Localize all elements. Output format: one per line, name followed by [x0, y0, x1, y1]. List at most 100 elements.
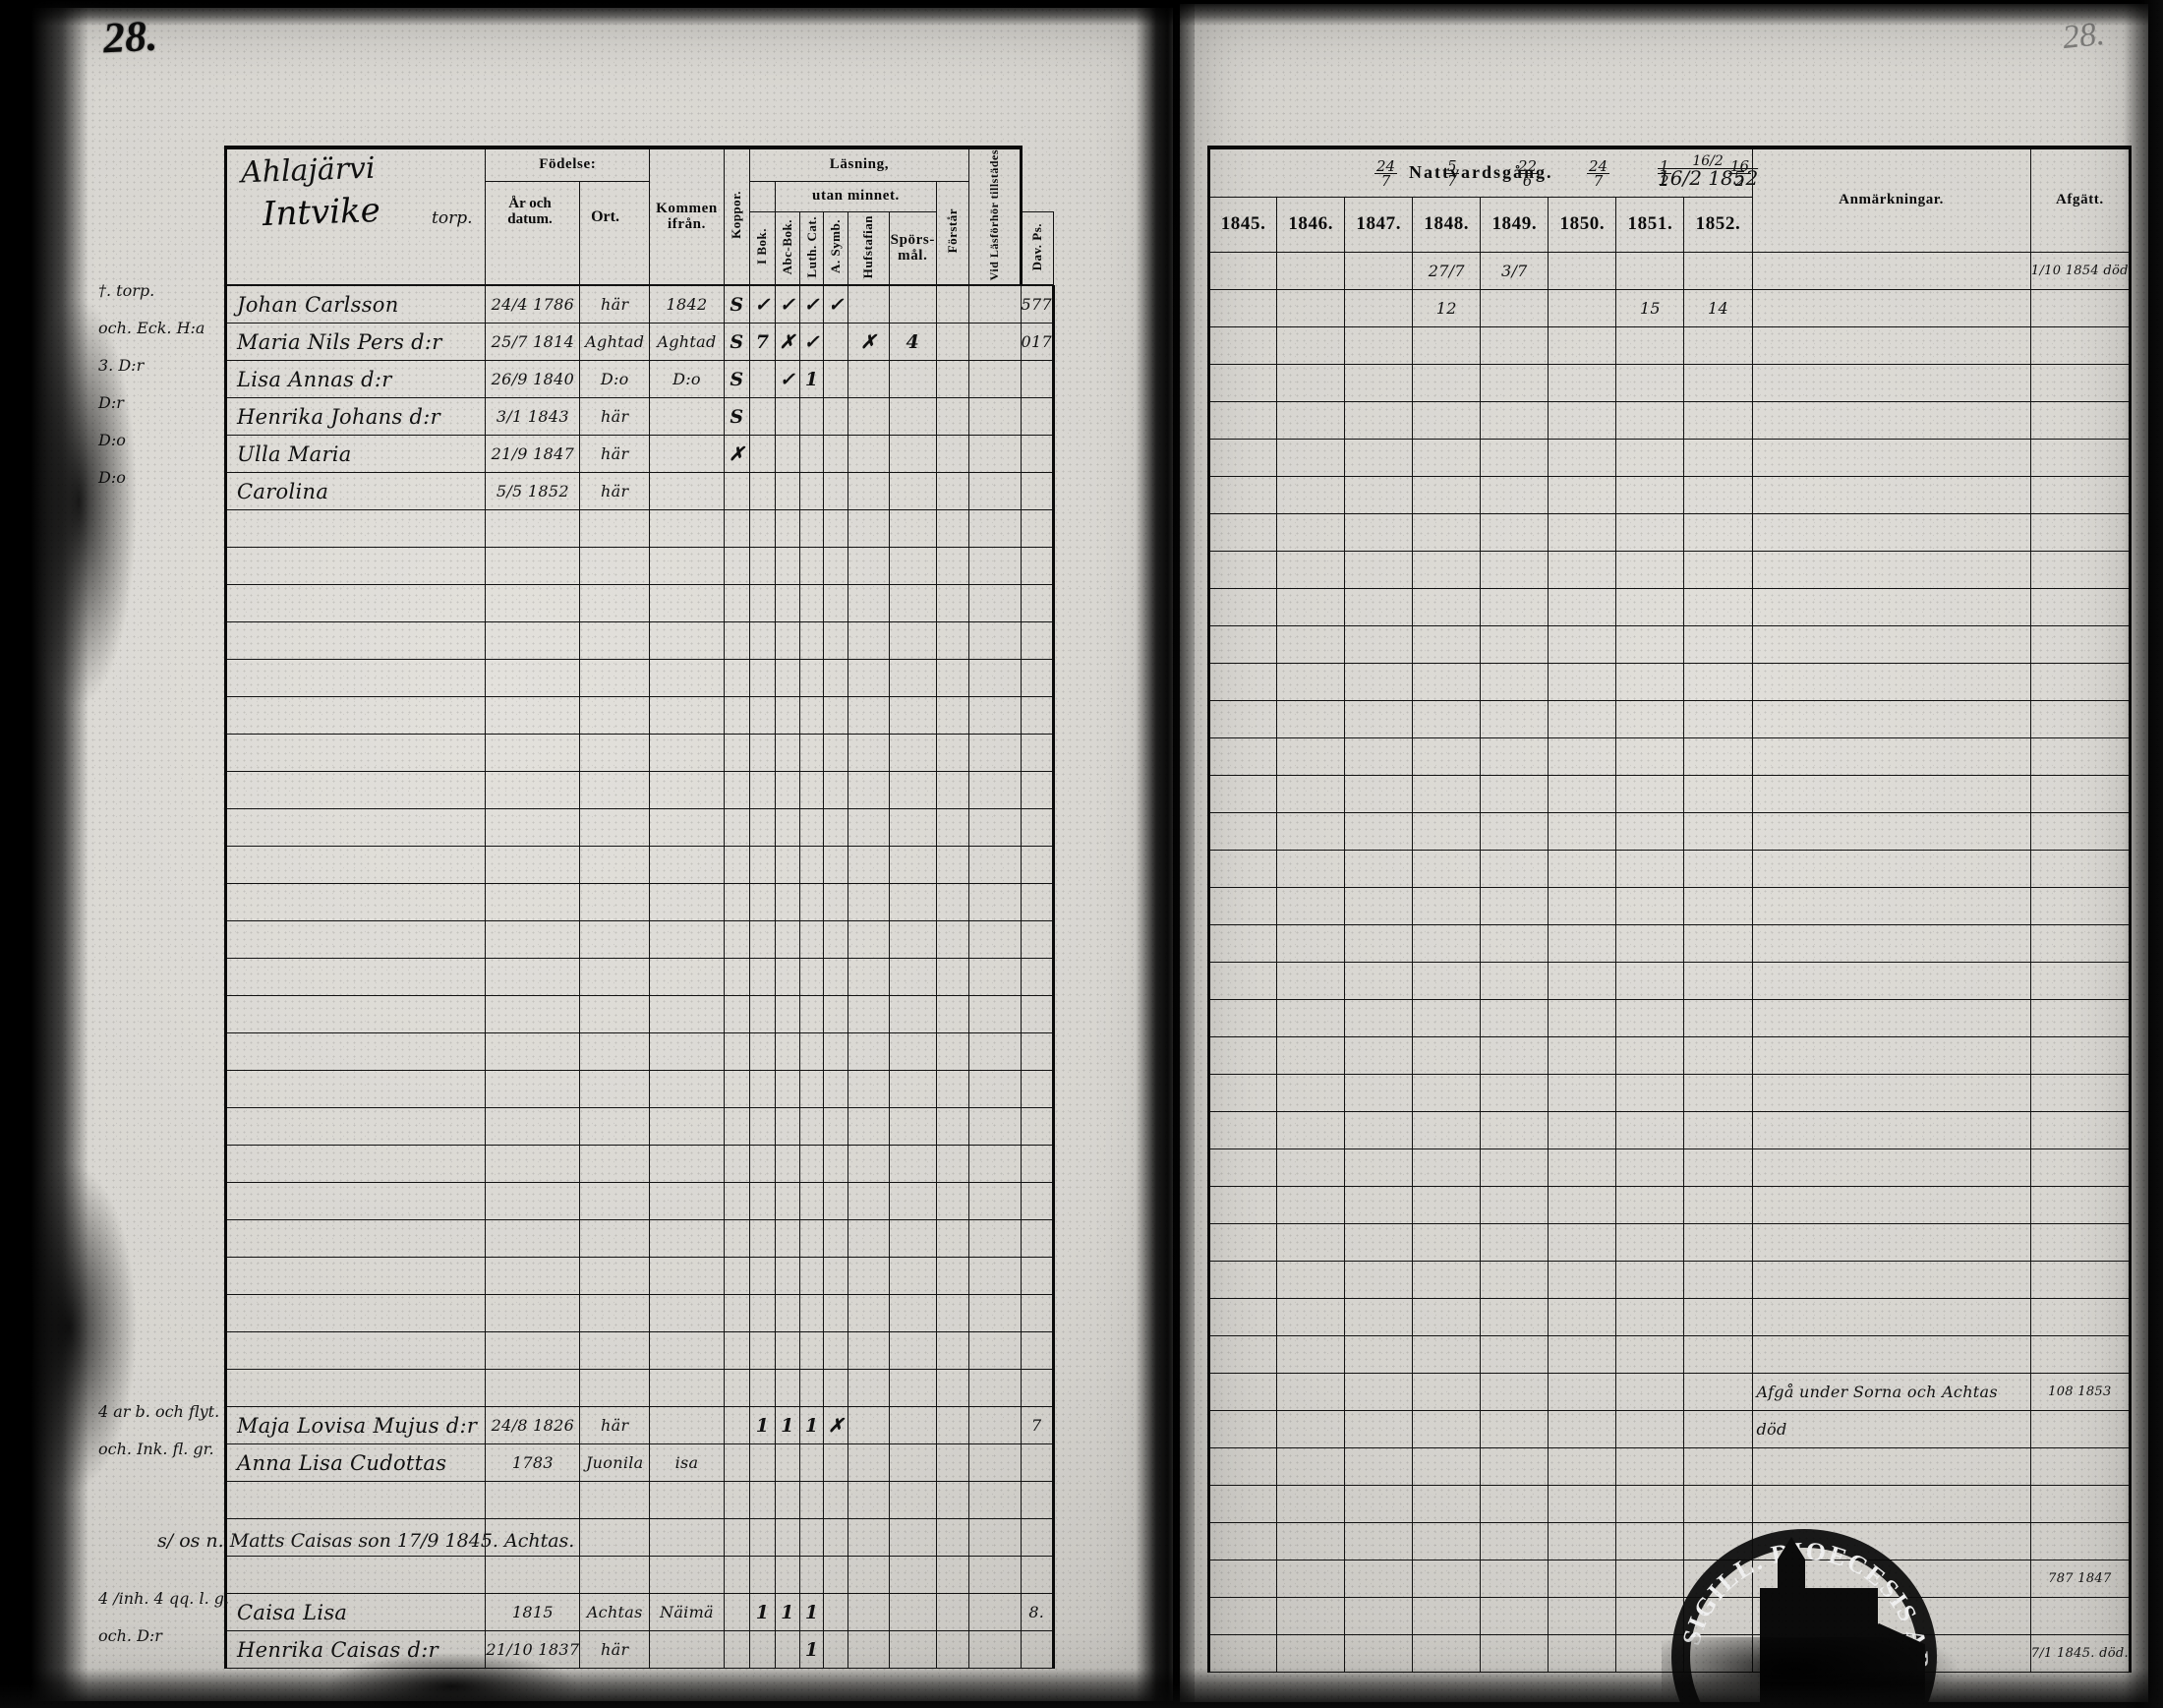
cell-came-from	[649, 1070, 725, 1109]
cell-afgatt	[2029, 1073, 2133, 1112]
cell-name: Carolina	[223, 472, 487, 511]
cell-spor	[888, 509, 937, 549]
cell-name	[223, 509, 487, 549]
cell-birth-place	[579, 584, 651, 623]
cell-i_bok	[748, 771, 777, 810]
cell-communion-1849	[1480, 662, 1549, 701]
cell-communion-1852	[1683, 550, 1753, 589]
cell-dav	[935, 1107, 969, 1147]
header-kommen-ifran-text: Kommen ifrån.	[656, 200, 718, 232]
cell-communion-1845	[1206, 886, 1278, 925]
cell-communion-1845	[1206, 587, 1278, 626]
table-row-blank	[223, 659, 1056, 698]
cell-communion-1848	[1412, 998, 1482, 1037]
table-row-blank	[1206, 662, 2133, 701]
cell-birth-date: 24/8 1826	[485, 1406, 581, 1445]
cell-communion-1845	[1206, 1409, 1278, 1448]
cell-birth-place	[579, 1331, 651, 1371]
cell-communion-1851	[1615, 774, 1685, 813]
cell-vid-lasforhor	[1020, 1331, 1056, 1371]
table-row-blank	[223, 1294, 1056, 1333]
table-row-blank	[1206, 1484, 2133, 1523]
cell-koppor	[723, 1331, 750, 1371]
cell-communion-1850	[1548, 699, 1617, 738]
header-year-1846: 1846.	[1276, 196, 1346, 253]
cell-luth: 1	[798, 1406, 825, 1445]
cell-communion-1851	[1615, 1222, 1685, 1262]
cell-luth	[798, 1331, 825, 1371]
cell-dav	[935, 1182, 969, 1221]
cell-i_bok	[748, 1070, 777, 1109]
cell-vid-lasforhor	[1020, 734, 1056, 773]
cell-vid-lasforhor	[1020, 1107, 1056, 1147]
cell-symb	[823, 1331, 849, 1371]
cell-communion-1850	[1548, 624, 1617, 664]
cell-vid-lasforhor	[1020, 435, 1056, 474]
cell-forstar	[967, 1107, 1022, 1147]
cell-spor	[888, 1107, 937, 1147]
cell-communion-1847	[1344, 849, 1414, 888]
cell-birth-place	[579, 659, 651, 698]
cell-communion-1848	[1412, 1633, 1482, 1673]
header-afgatt-right: Afgätt.	[2029, 146, 2133, 253]
cell-vid-lasforhor	[1020, 1518, 1056, 1558]
cell-came-from	[649, 1556, 725, 1595]
cell-anmarkningar	[1751, 400, 2031, 440]
cell-communion-1849	[1480, 1260, 1549, 1299]
cell-birth-place	[579, 958, 651, 997]
cell-communion-1845	[1206, 961, 1278, 1000]
cell-forstar	[967, 1406, 1022, 1445]
cell-communion-1845	[1206, 1073, 1278, 1112]
cell-forstar	[967, 323, 1022, 362]
cell-huf	[848, 1219, 890, 1259]
cell-i_bok: ✓	[748, 285, 777, 324]
cell-symb	[823, 323, 849, 362]
cell-birth-place: Aghtad	[579, 323, 651, 362]
cell-communion-1852	[1683, 438, 1753, 477]
cell-birth-date	[485, 1294, 581, 1333]
cell-anmarkningar	[1751, 923, 2031, 963]
cell-abc	[775, 1331, 800, 1371]
cell-communion-1851	[1615, 886, 1685, 925]
cell-communion-1848	[1412, 1521, 1482, 1561]
cell-i_bok	[748, 547, 777, 586]
edge-blotch-1	[20, 295, 138, 708]
cell-huf	[848, 883, 890, 922]
cell-communion-1849	[1480, 1596, 1549, 1635]
cell-communion-1850	[1548, 1260, 1617, 1299]
cell-communion-1850	[1548, 1035, 1617, 1075]
cell-birth-date	[485, 995, 581, 1034]
cell-communion-1852	[1683, 1334, 1753, 1374]
cell-symb	[823, 509, 849, 549]
cell-communion-1851	[1615, 512, 1685, 552]
cell-communion-1846	[1276, 699, 1346, 738]
cell-communion-1845	[1206, 849, 1278, 888]
cell-i_bok	[748, 1032, 777, 1072]
cell-afgatt	[2029, 438, 2133, 477]
header-lasning: Läsning,	[748, 146, 969, 182]
cell-communion-1848	[1412, 923, 1482, 963]
cell-i_bok	[748, 472, 777, 511]
cell-came-from	[649, 584, 725, 623]
cell-luth	[798, 846, 825, 885]
cell-vid-lasforhor	[1020, 1145, 1056, 1184]
cell-anmarkningar	[1751, 288, 2031, 327]
cell-symb	[823, 696, 849, 736]
cell-huf	[848, 1369, 890, 1408]
cell-communion-1849	[1480, 475, 1549, 514]
cell-anmarkningar: Afgå under Sorna och Achtas	[1751, 1372, 2031, 1411]
cell-koppor	[723, 1406, 750, 1445]
cell-came-from	[649, 1630, 725, 1670]
cell-abc	[775, 509, 800, 549]
cell-symb	[823, 1630, 849, 1670]
cell-koppor	[723, 621, 750, 661]
cell-afgatt	[2029, 1222, 2133, 1262]
cell-koppor	[723, 547, 750, 586]
cell-came-from: Näimä	[649, 1593, 725, 1632]
cell-communion-1848	[1412, 811, 1482, 851]
cell-communion-1851	[1615, 475, 1685, 514]
table-row-blank	[1206, 1110, 2133, 1149]
cell-abc	[775, 1443, 800, 1483]
cell-came-from	[649, 1145, 725, 1184]
cell-huf	[848, 584, 890, 623]
